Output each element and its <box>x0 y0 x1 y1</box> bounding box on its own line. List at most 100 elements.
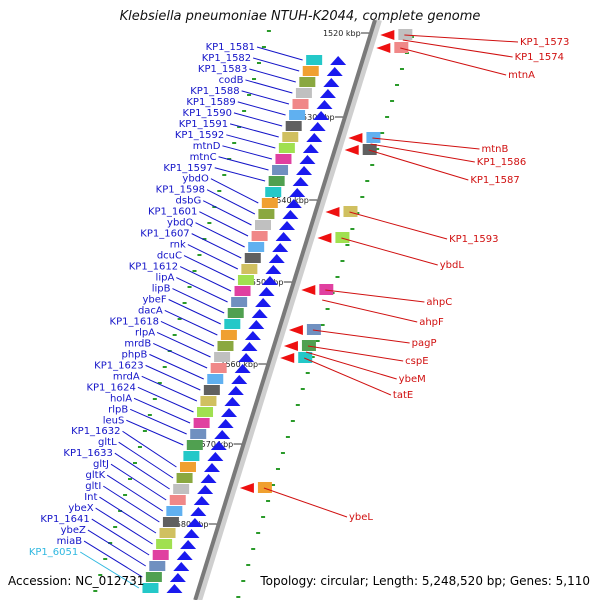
backbone-line <box>193 19 377 600</box>
leader-line <box>368 149 469 181</box>
forward-arrow <box>238 353 255 362</box>
guide-dot <box>256 532 261 534</box>
gene-label-right: cspE <box>405 356 428 367</box>
reverse-arrow <box>348 133 363 143</box>
feature-box <box>193 418 210 428</box>
gene-label-left: leuS <box>103 415 125 426</box>
leader-line <box>114 452 170 490</box>
gene-label-left: KP1_1607 <box>140 229 189 240</box>
forward-arrow <box>326 67 343 76</box>
forward-arrow <box>258 287 275 296</box>
guide-dot <box>212 206 217 208</box>
gene-label-left: KP1_1590 <box>183 108 232 119</box>
leader-line <box>87 529 147 567</box>
feature-box <box>183 451 200 461</box>
leader-line <box>183 255 235 281</box>
guide-dot <box>375 148 380 150</box>
guide-dot <box>187 286 192 288</box>
leader-line <box>245 79 293 94</box>
leader-line <box>218 156 269 171</box>
gene-label-left: lipB <box>152 284 171 295</box>
feature-box <box>257 482 272 493</box>
leader-line <box>179 266 232 292</box>
guide-dots <box>93 30 414 598</box>
forward-arrow <box>214 430 231 439</box>
feature-box <box>145 572 162 582</box>
map-title: Klebsiella pneumoniae NTUH-K2044, comple… <box>119 9 481 24</box>
feature-box <box>282 132 299 142</box>
gene-label-left: KP1_1601 <box>148 207 197 218</box>
guide-dot <box>157 382 162 384</box>
feature-box <box>278 143 295 153</box>
feature-box <box>298 352 313 363</box>
feature-box <box>251 231 268 241</box>
reverse-arrow <box>301 285 316 295</box>
gene-label-right: mtnB <box>481 144 508 155</box>
forward-arrow <box>217 419 234 428</box>
gene-label-left: ybeZ <box>61 525 86 536</box>
forward-arrow <box>306 133 323 142</box>
feature-box <box>241 264 258 274</box>
leader-line <box>253 57 300 72</box>
feature-box <box>207 374 224 384</box>
guide-dot <box>236 596 241 598</box>
guide-dot <box>237 126 242 128</box>
feature-box <box>265 187 282 197</box>
gene-label-right: KP1_1574 <box>515 52 564 63</box>
guide-dot <box>280 452 285 454</box>
leader-line <box>99 496 157 534</box>
gene-label-left: KP1_1633 <box>63 448 112 459</box>
guide-dot <box>162 366 167 368</box>
leader-line <box>199 211 249 237</box>
leader-line <box>160 321 215 347</box>
feature-box <box>186 440 203 450</box>
backbone-shadow <box>196 19 382 600</box>
forward-arrow <box>292 177 309 186</box>
forward-arrow <box>255 298 272 307</box>
leader-line <box>233 112 283 127</box>
guide-dot <box>152 398 157 400</box>
leader-line <box>103 485 160 523</box>
feature-box <box>234 286 251 296</box>
forward-arrow <box>193 496 210 505</box>
forward-arrow <box>285 199 302 208</box>
gene-label-right: KP1_1593 <box>449 234 498 245</box>
forward-arrow <box>268 254 285 263</box>
gene-label-left: Int <box>84 492 97 503</box>
forward-arrow <box>279 221 295 230</box>
forward-arrow <box>289 188 306 197</box>
guide-dot <box>315 340 320 342</box>
leader-line <box>241 90 290 105</box>
guide-dot <box>113 526 118 528</box>
gene-label-left: KP1_1588 <box>190 86 239 97</box>
guide-dot <box>261 516 266 518</box>
leader-line <box>263 487 348 518</box>
gene-label-left: miaB <box>57 536 83 547</box>
gene-label-left: ybeX <box>68 503 93 514</box>
accession-text: Accession: NC_012731 <box>8 574 145 588</box>
guide-dot <box>395 84 400 86</box>
leader-line <box>126 419 184 446</box>
guide-dot <box>118 510 123 512</box>
gene-label-left: rlpB <box>108 404 128 415</box>
leader-line <box>187 244 239 270</box>
forward-arrow <box>299 155 316 164</box>
leader-line <box>122 430 177 468</box>
leader-line <box>130 408 187 435</box>
leader-line <box>372 137 480 150</box>
guide-dot <box>365 180 370 182</box>
leader-line <box>210 178 259 204</box>
topology-text: Topology: circular; Length: 5,248,520 bp… <box>260 574 590 588</box>
gene-label-right: mtnA <box>508 70 535 81</box>
forward-arrow <box>302 144 319 153</box>
gene-label-left: mrdB <box>124 338 151 349</box>
feature-box <box>261 198 278 208</box>
guide-dot <box>290 420 295 422</box>
guide-dot <box>217 190 222 192</box>
guide-dot <box>242 110 247 112</box>
feature-box <box>285 121 302 131</box>
leader-line <box>145 364 201 391</box>
leader-line <box>83 540 143 578</box>
guide-dot <box>137 446 142 448</box>
guide-dot <box>335 276 340 278</box>
